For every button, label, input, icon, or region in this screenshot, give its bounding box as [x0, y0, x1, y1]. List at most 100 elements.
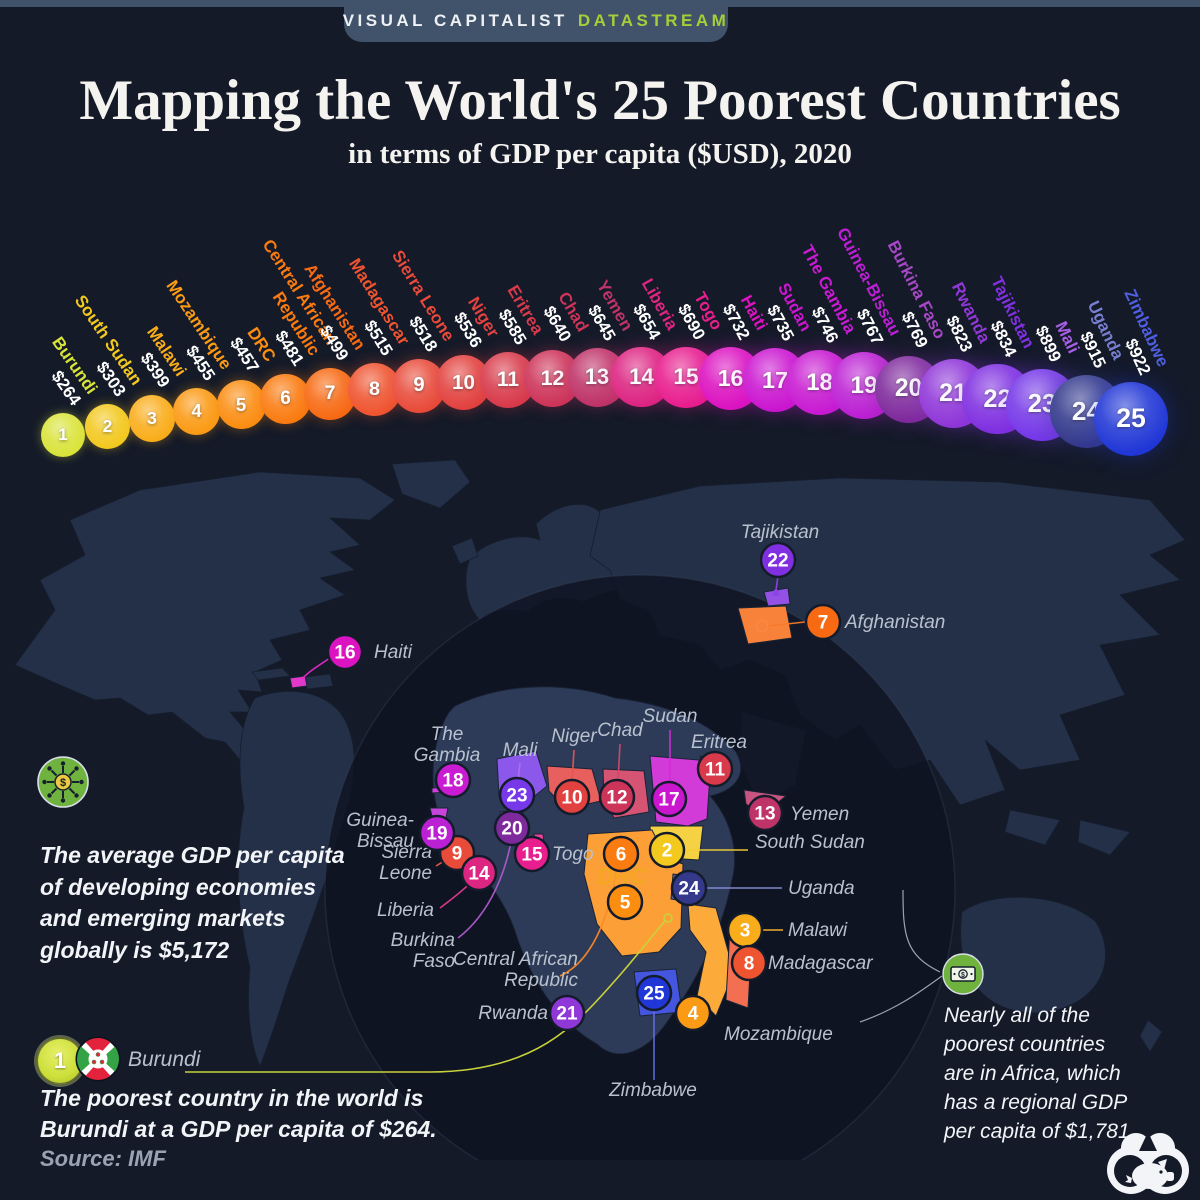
map-label-togo: Togo [552, 844, 594, 865]
map-marker-14-liberia: 14 [460, 854, 498, 892]
burundi-callout-endpoint [663, 913, 673, 923]
map-marker-2-south-sudan: 2 [648, 831, 686, 869]
rank-bubble-11: 11 [479, 351, 537, 409]
burundi-callout-label: Burundi [128, 1048, 201, 1071]
map-marker-25-zimbabwe: 25 [635, 974, 673, 1012]
map-marker-4-mozambique: 4 [674, 994, 712, 1032]
map-marker-number: 22 [767, 551, 788, 572]
rank-number: 16 [717, 364, 744, 391]
rank-bubble-7: 7 [304, 368, 356, 420]
map-label-mozambique: Mozambique [724, 1024, 833, 1045]
rank-number: 6 [280, 388, 291, 410]
rank-bubble-3: 3 [128, 395, 176, 442]
map-label-madagascar: Madagascar [768, 953, 873, 974]
map-marker-number: 25 [643, 984, 665, 1005]
coin-network-icon: $ [37, 756, 89, 808]
map-marker-number: 19 [426, 824, 447, 845]
british-isles [451, 537, 479, 565]
rank-number: 9 [413, 374, 425, 397]
map-marker-13-yemen: 13 [746, 794, 784, 832]
map-marker-number: 4 [688, 1004, 699, 1025]
banknote-icon: $ [942, 953, 984, 995]
rank-bubble-4: 4 [172, 387, 221, 436]
country-shape-tajikistan [763, 587, 791, 607]
map-marker-number: 14 [468, 864, 490, 885]
map-marker-22-tajikistan: 22 [759, 541, 797, 579]
map-marker-16-haiti: 16 [326, 633, 364, 671]
map-marker-number: 6 [616, 845, 627, 866]
map-label-yemen: Yemen [790, 804, 849, 825]
leader-line-afghanistan [767, 621, 806, 627]
rank-number: 10 [452, 370, 475, 394]
map-marker-number: 15 [521, 845, 543, 866]
map-marker-number: 16 [334, 643, 355, 664]
svg-text:$: $ [60, 777, 66, 789]
map-marker-24-uganda: 24 [670, 869, 708, 907]
rank-number: 15 [673, 364, 699, 390]
globe-rim [324, 574, 956, 1160]
brand-product: DATASTREAM [577, 11, 730, 30]
map-label-eritrea: Eritrea [691, 732, 747, 753]
rank-number: 4 [191, 401, 202, 421]
rank-bubble-2: 2 [84, 404, 131, 450]
map-label-sierra-leone: Sierra Leone [379, 842, 432, 884]
rank-1-number: 1 [53, 1048, 67, 1073]
map-marker-number: 9 [452, 844, 463, 865]
map-marker-20-burkina-faso: 20 [493, 809, 531, 847]
australia [960, 896, 1106, 1014]
vc-logo-icon [1107, 1132, 1189, 1194]
africa-callout-connector-1 [902, 889, 941, 973]
map-label-rwanda: Rwanda [478, 1003, 548, 1024]
rank-number: 1 [58, 425, 68, 445]
map-marker-19-guinea-bissau: 19 [418, 814, 456, 852]
map-label-guinea-bissau: Guinea-Bissau [346, 810, 414, 852]
map-label-burkina-faso: Burkina Faso [391, 930, 455, 972]
country-shape-haiti [289, 675, 308, 689]
rank-number: 13 [584, 364, 610, 390]
rank-label-13: Yemen $645 [576, 277, 637, 344]
map-marker-3-malawi: 3 [726, 911, 764, 949]
leader-line-niger [571, 749, 575, 783]
source-note: Source: IMF [40, 1146, 166, 1171]
new-zealand [1139, 1019, 1163, 1053]
rank-number: 12 [540, 365, 565, 390]
map-marker-23-mali: 23 [498, 776, 536, 814]
page-title: Mapping the World's 25 Poorest Countries [79, 69, 1121, 132]
rank-number: 25 [1116, 403, 1146, 434]
map-label-central-african-republic: Central African Republic [453, 949, 578, 991]
rank-number: 11 [496, 368, 520, 392]
map-marker-6-central-african-republic: 6 [602, 835, 640, 873]
rank-number: 8 [368, 377, 380, 400]
africa-callout-connector-2 [859, 975, 943, 1023]
map-marker-number: 2 [662, 841, 673, 862]
leader-line-tajikistan [775, 575, 779, 591]
leader-ring-afghanistan [755, 619, 769, 633]
map-marker-number: 18 [442, 771, 463, 792]
rank-number: 3 [147, 408, 157, 429]
map-marker-10-niger: 10 [553, 778, 591, 816]
map-marker-18-the-gambia: 18 [434, 761, 472, 799]
map-label-sudan: Sudan [643, 706, 698, 727]
rank-number: 7 [324, 382, 336, 405]
average-gdp-callout: The average GDP per capita of developing… [40, 842, 345, 963]
map-marker-number: 12 [606, 788, 627, 809]
map-marker-number: 17 [658, 790, 679, 811]
map-leader-lines [301, 575, 806, 1080]
continents [14, 460, 1186, 1068]
map-marker-8-madagascar: 8 [730, 944, 768, 982]
map-marker-number: 5 [620, 893, 631, 914]
map-marker-21-rwanda: 21 [548, 994, 586, 1032]
map-marker-number: 3 [740, 921, 751, 942]
map-marker-number: 20 [501, 819, 522, 840]
map-marker-number: 23 [506, 786, 527, 807]
rank-number: 2 [102, 416, 113, 437]
leader-line-burkina-faso [457, 841, 512, 939]
rank-number: 20 [894, 375, 923, 403]
map-marker-number: 7 [818, 613, 829, 634]
burundi-callout-line [185, 919, 667, 1073]
map-marker-7-afghanistan: 7 [804, 603, 842, 641]
leader-line-haiti [301, 657, 331, 680]
rank-number: 18 [806, 368, 833, 396]
map-label-zimbabwe: Zimbabwe [608, 1080, 697, 1101]
country-shape-afghanistan [737, 605, 793, 645]
